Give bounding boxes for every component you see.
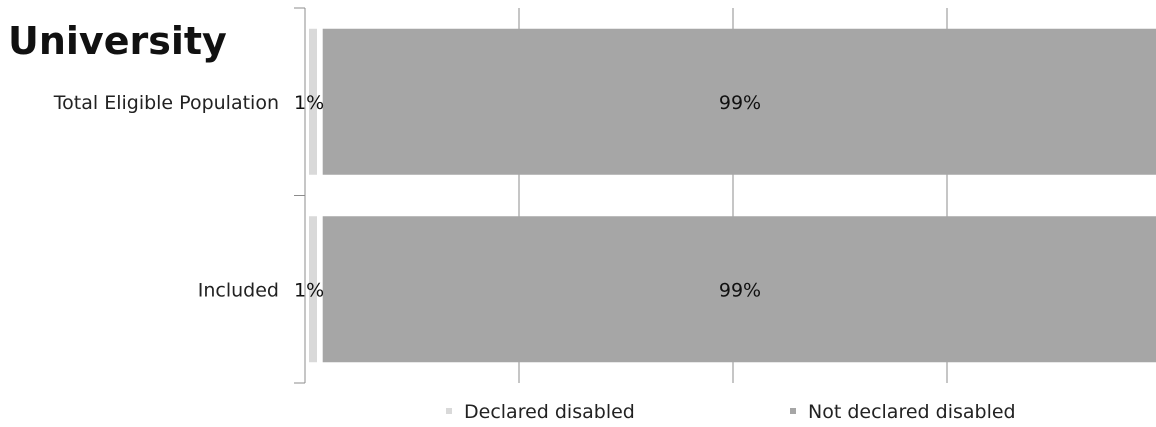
legend-swatch-declared-disabled [446,408,452,414]
legend: Declared disabled Not declared disabled [446,401,1016,423]
data-label-declared-disabled-included: 1% [294,279,324,301]
bar-declared-disabled-included [309,216,317,363]
data-label-declared-disabled-total-eligible-population: 1% [294,92,324,114]
category-label-total-eligible-population: Total Eligible Population [53,92,279,114]
bar-not-declared-disabled-total-eligible-population [322,28,1156,175]
data-labels: 1% 99% 1% 99% [294,92,761,302]
bar-not-declared-disabled-included [322,216,1156,363]
bar-declared-disabled-total-eligible-population [309,28,317,175]
legend-label-not-declared-disabled: Not declared disabled [808,401,1016,423]
data-label-not-declared-disabled-included: 99% [719,279,761,301]
data-label-not-declared-disabled-total-eligible-population: 99% [719,92,761,114]
category-axis [294,7,306,384]
legend-label-declared-disabled: Declared disabled [464,401,635,423]
chart-title: University [8,19,227,63]
category-labels: Total Eligible Population Included [53,92,279,302]
legend-swatch-not-declared-disabled [790,408,796,414]
category-label-included: Included [198,279,279,301]
bars [309,28,1156,363]
